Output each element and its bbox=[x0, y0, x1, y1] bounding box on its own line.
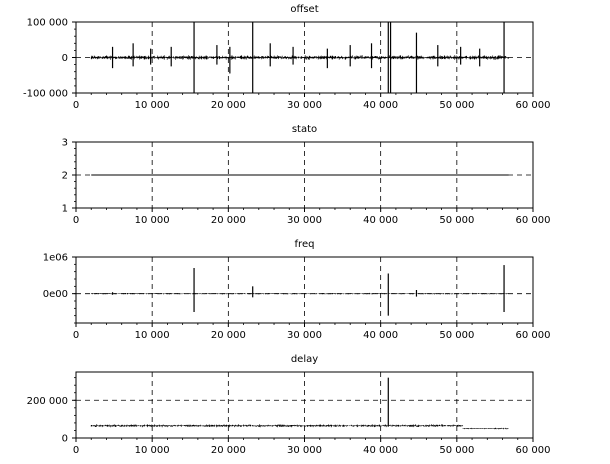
y-tick-label: 0e00 bbox=[43, 289, 68, 300]
x-tick-label: 10 000 bbox=[135, 100, 170, 111]
chart-offset: offset 0 10 000 20 000 30 000 40 000 50 000 60 … bbox=[23, 4, 550, 111]
x-tick-label: 30 000 bbox=[287, 215, 322, 226]
chart-delay: delay 0 10 000 20 000 30 000 40 000 50 000 60 0… bbox=[27, 354, 551, 456]
x-tick-label: 30 000 bbox=[287, 100, 322, 111]
x-tick-label: 0 bbox=[73, 100, 79, 111]
series-delay bbox=[90, 377, 509, 430]
x-tick-label: 40 000 bbox=[363, 215, 398, 226]
y-tick-label: 1e06 bbox=[43, 253, 68, 264]
y-tick-label: 2 bbox=[62, 171, 68, 182]
chart-title: offset bbox=[290, 4, 318, 15]
y-tick-label: 200 000 bbox=[27, 396, 68, 407]
x-tick-label: 60 000 bbox=[516, 330, 551, 341]
x-tick-label: 30 000 bbox=[287, 445, 322, 456]
chart-title: delay bbox=[291, 354, 318, 365]
x-tick-label: 0 bbox=[73, 215, 79, 226]
chart-stato: stato 0 10 000 20 000 30 000 40 000 50 000 60 0… bbox=[62, 124, 551, 226]
chart-freq: freq 0 10 000 20 000 30 000 40 000 50 000 60 00… bbox=[43, 239, 551, 341]
x-tick-label: 60 000 bbox=[516, 100, 551, 111]
x-tick-label: 40 000 bbox=[363, 100, 398, 111]
x-tick-label: 60 000 bbox=[516, 215, 551, 226]
y-tick-label: 3 bbox=[62, 138, 68, 149]
y-tick-label: 0 bbox=[62, 434, 68, 445]
x-tick-label: 0 bbox=[73, 330, 79, 341]
chart-title: stato bbox=[292, 124, 317, 135]
x-tick-label: 30 000 bbox=[287, 330, 322, 341]
x-tick-label: 50 000 bbox=[439, 100, 474, 111]
x-tick-label: 50 000 bbox=[439, 445, 474, 456]
x-tick-label: 20 000 bbox=[211, 215, 246, 226]
series-noise bbox=[462, 427, 509, 430]
x-tick-label: 50 000 bbox=[439, 215, 474, 226]
x-tick-label: 10 000 bbox=[135, 330, 170, 341]
x-tick-label: 20 000 bbox=[211, 445, 246, 456]
chart-title: freq bbox=[295, 239, 315, 250]
x-tick-label: 40 000 bbox=[363, 330, 398, 341]
series-noise bbox=[90, 292, 509, 295]
series-noise bbox=[90, 424, 464, 428]
x-tick-label: 10 000 bbox=[135, 445, 170, 456]
x-tick-label: 10 000 bbox=[135, 215, 170, 226]
x-tick-label: 60 000 bbox=[516, 445, 551, 456]
series-freq bbox=[90, 265, 509, 316]
series-noise bbox=[90, 55, 509, 60]
series-offset bbox=[90, 22, 509, 93]
x-tick-label: 20 000 bbox=[211, 330, 246, 341]
x-tick-label: 0 bbox=[73, 445, 79, 456]
y-tick-label: 100 000 bbox=[27, 18, 68, 29]
x-tick-label: 50 000 bbox=[439, 330, 474, 341]
x-tick-label: 20 000 bbox=[211, 100, 246, 111]
y-tick-label: -100 000 bbox=[23, 89, 68, 100]
y-tick-label: 1 bbox=[62, 204, 68, 215]
y-tick-label: 0 bbox=[62, 53, 68, 64]
x-tick-label: 40 000 bbox=[363, 445, 398, 456]
